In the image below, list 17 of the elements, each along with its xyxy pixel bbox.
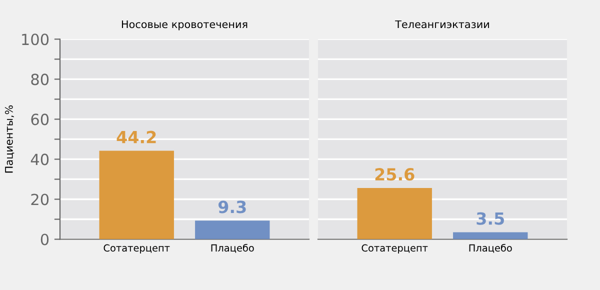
- x-tick-label: Сотатерцепт: [362, 244, 428, 254]
- data-label: 25.6: [375, 168, 414, 181]
- chart-title: Носовые кровотечения: [122, 20, 248, 30]
- data-label: 3.5: [476, 212, 504, 225]
- y-tick-label: 100: [22, 34, 49, 46]
- y-tick-label: 80: [31, 74, 49, 86]
- chart-title: Телеангиэктазии: [395, 20, 489, 28]
- y-tick-label: 20: [31, 194, 49, 206]
- x-tick-label: Плацебо: [211, 244, 254, 253]
- x-tick-label: Сотатерцепт: [104, 244, 170, 254]
- y-axis-title: Пациенты,%: [4, 105, 14, 173]
- data-label: 9.3: [218, 200, 246, 214]
- y-tick-label: 40: [30, 154, 49, 166]
- y-tick-label: 0: [40, 234, 49, 246]
- y-tick-label: 60: [31, 114, 49, 126]
- data-label: 44.2: [116, 130, 156, 144]
- x-tick-label: Плацебо: [469, 244, 512, 253]
